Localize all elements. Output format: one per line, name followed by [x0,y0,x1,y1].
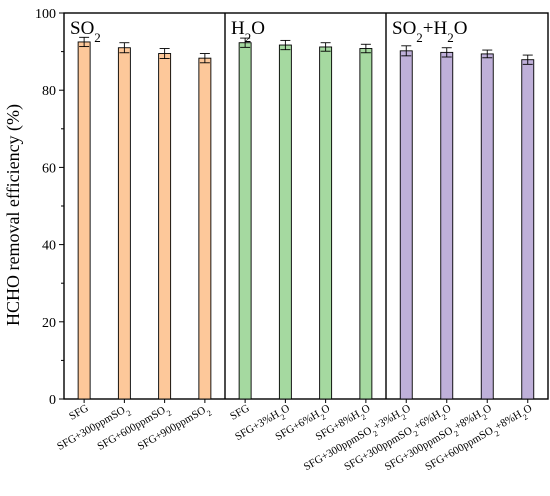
y-axis-label: HCHO removal efficiency (%) [3,104,24,326]
x-tick-label: SFG [228,402,252,423]
panel-title: SO2 [70,18,101,45]
bar [319,46,333,400]
bar [77,41,91,400]
bar [198,57,212,400]
plot-frame [63,12,549,400]
y-axis: 0 20 40 60 80 100 [35,7,64,408]
x-tick-label: SFG [67,402,91,423]
y-tick-label: 60 [42,161,56,176]
panel-title: H2O [231,18,265,45]
y-tick-label: 100 [35,7,56,22]
plot-area [63,12,549,400]
bar [399,50,413,400]
x-tick-label: SFG+900ppmSO2 [136,402,213,456]
bar [158,53,172,400]
bar [278,44,292,400]
y-tick-label: 20 [42,316,56,331]
y-tick-label: 80 [42,84,56,99]
y-tick-label: 40 [42,239,56,254]
panels: SO2SFGSFG+300ppmSO2SFG+600ppmSO2SFG+900p… [55,18,535,473]
bar [117,47,131,400]
y-tick-label: 0 [49,393,56,408]
bar [238,42,252,400]
bar [480,53,494,400]
bar [359,48,373,400]
bar [440,51,454,400]
panel-title: SO2+H2O [392,18,467,45]
bar [521,59,535,400]
panel-1: SO2SFGSFG+300ppmSO2SFG+600ppmSO2SFG+900p… [55,18,213,456]
panel-3: SO2+H2OSFG+300ppmSO2+3%H2OSFG+300ppmSO2+… [302,18,535,473]
